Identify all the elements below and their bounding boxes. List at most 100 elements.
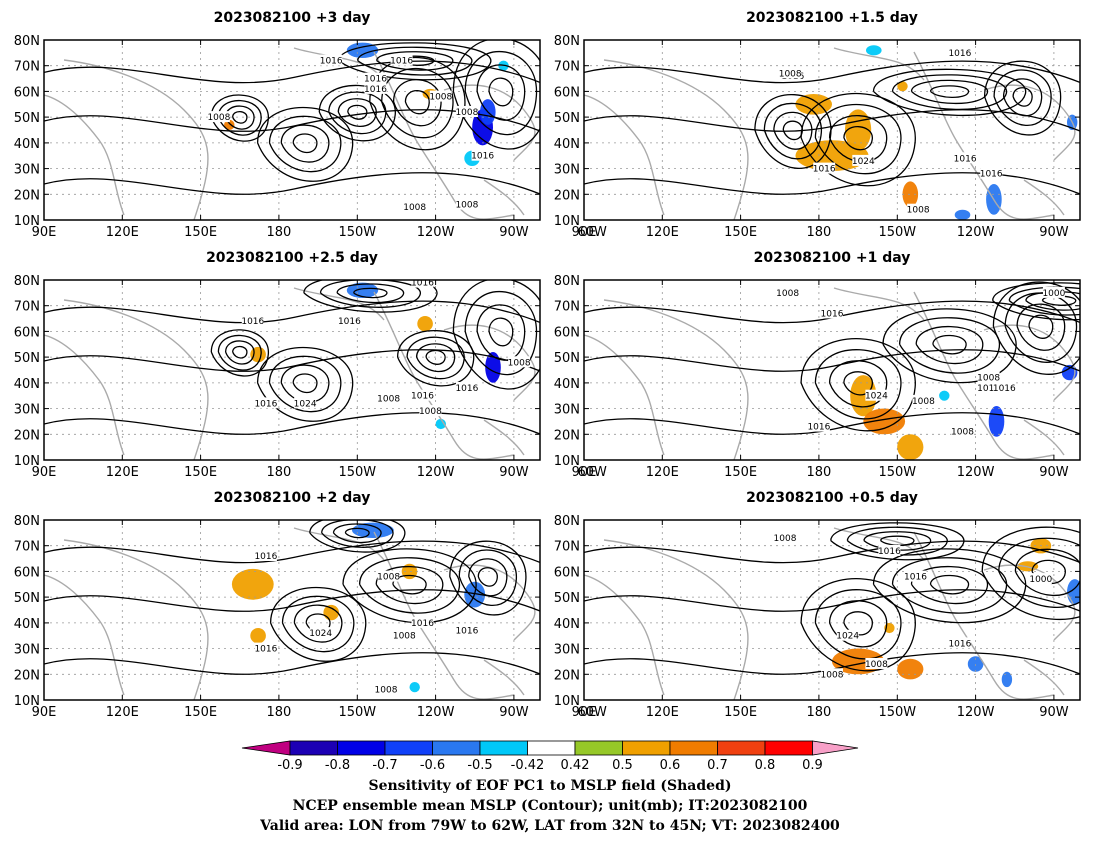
lat-tick-label: 20N <box>14 428 40 443</box>
isobar <box>464 51 538 136</box>
contour-label-bg <box>776 286 799 298</box>
coastline <box>913 531 1055 700</box>
map-panel: 1008 100010161008100810241016101610161008… <box>554 250 1081 480</box>
isobar <box>891 74 1008 111</box>
lon-tick-label: 120W <box>417 465 455 480</box>
map-frame <box>583 519 1081 701</box>
positive-sensitivity-region <box>897 81 908 92</box>
lat-tick-label: 50N <box>554 591 580 606</box>
isobar <box>415 343 456 373</box>
contour-label-bg <box>904 570 927 582</box>
lat-tick-label: 30N <box>554 403 580 418</box>
isobar <box>217 334 262 371</box>
isobar <box>268 115 342 173</box>
caption-line-2: NCEP ensemble mean MSLP (Contour); unit(… <box>293 798 808 814</box>
contour-label: 1024 <box>865 392 888 402</box>
contour-label: 1024 <box>852 157 875 167</box>
lon-tick-label: 90E <box>572 225 597 240</box>
lon-tick-label: 150W <box>338 465 376 480</box>
coastline <box>443 84 536 161</box>
lat-tick-label: 30N <box>14 163 40 178</box>
contour-label: 1016 <box>254 552 277 562</box>
lat-tick-label: 40N <box>14 137 40 152</box>
isobar <box>319 280 421 308</box>
isobar <box>584 109 1080 132</box>
isobar <box>476 64 526 121</box>
lat-tick-label: 70N <box>554 60 580 75</box>
isobar <box>477 567 498 587</box>
contour-label-bg <box>821 668 843 680</box>
colorbar-bin <box>337 740 386 756</box>
contour-label-bg <box>377 570 400 582</box>
colorbar-bin <box>622 740 671 756</box>
caption-line-3: Valid area: LON from 79W to 62W, LAT fro… <box>259 818 840 834</box>
contour-label-bg <box>852 154 875 166</box>
contour-label-bg <box>977 382 1000 393</box>
contour-label: 1016 <box>241 317 264 327</box>
isobar <box>910 565 989 605</box>
isobar <box>392 79 442 127</box>
map-panel: 1016 1016 1016 1008 1024 1016 1008 1016 1016 1008… <box>14 250 607 480</box>
lat-tick-label: 10N <box>554 454 580 469</box>
isobar <box>983 60 1062 136</box>
isobar <box>932 334 967 355</box>
map-background <box>44 280 540 460</box>
map-frame <box>583 39 1081 221</box>
isobar <box>44 300 540 324</box>
colorbar-bin <box>669 740 718 756</box>
lon-tick-label: 90W <box>499 225 529 240</box>
isobar <box>814 589 902 660</box>
isobar <box>256 346 354 422</box>
isobar <box>1014 548 1080 597</box>
isobar <box>280 124 330 163</box>
lat-tick-label: 10N <box>14 454 40 469</box>
map-panel: 1008 1016 1016 1000 1024 1016 1008 1008 90E 120E 1… <box>554 490 1081 720</box>
contour-label: 1016 <box>455 384 478 394</box>
lon-tick-label: 90W <box>499 465 529 480</box>
positive-sensitivity-region <box>795 94 832 115</box>
isobar <box>992 281 1080 375</box>
coastline <box>913 291 1055 460</box>
panel-title: 2023082100 +0.5 day <box>746 490 918 506</box>
negative-sensitivity-region <box>346 42 379 58</box>
isobar <box>224 340 255 365</box>
isobar <box>256 106 354 182</box>
positive-sensitivity-region <box>224 119 235 130</box>
lat-tick-label: 20N <box>554 668 580 683</box>
lon-tick-label: 120W <box>417 705 455 720</box>
isobar <box>488 317 514 347</box>
isobar <box>458 549 517 606</box>
panel-title: 2023082100 +2.5 day <box>206 250 378 266</box>
lat-tick-label: 50N <box>554 351 580 366</box>
contour-label: 1016 <box>411 619 434 629</box>
contour-label: 1016 <box>954 154 977 164</box>
lat-tick-label: 80N <box>14 274 40 289</box>
isobar <box>210 329 269 377</box>
isobar <box>488 77 514 107</box>
isobar <box>992 282 1080 321</box>
isobar <box>763 102 822 160</box>
contour-label: 1016 <box>821 309 844 319</box>
contour-label-bg <box>954 152 977 164</box>
lat-tick-label: 30N <box>554 643 580 658</box>
positive-sensitivity-region <box>897 434 924 460</box>
colorbar-tick-label: 0.6 <box>660 758 681 773</box>
map-frame <box>43 279 541 461</box>
coastline <box>293 527 385 561</box>
lon-tick-label: 60W <box>577 225 607 240</box>
coastline <box>1023 419 1065 456</box>
contour-label-bg <box>375 683 397 695</box>
contour-label-bg <box>393 629 416 641</box>
contour-label: 1008 <box>821 670 844 680</box>
isobar <box>872 548 1027 624</box>
lat-tick-label: 40N <box>14 617 40 632</box>
isobar <box>44 412 540 435</box>
lon-tick-label: 90W <box>1039 705 1069 720</box>
contour-label: 1008 <box>779 69 802 79</box>
colorbar-bin <box>384 740 433 756</box>
contour-label-bg <box>241 315 264 327</box>
isobar <box>44 172 540 195</box>
isobar <box>800 338 916 432</box>
contour-label-bg <box>1042 286 1065 298</box>
contour-label-bg <box>836 629 859 641</box>
